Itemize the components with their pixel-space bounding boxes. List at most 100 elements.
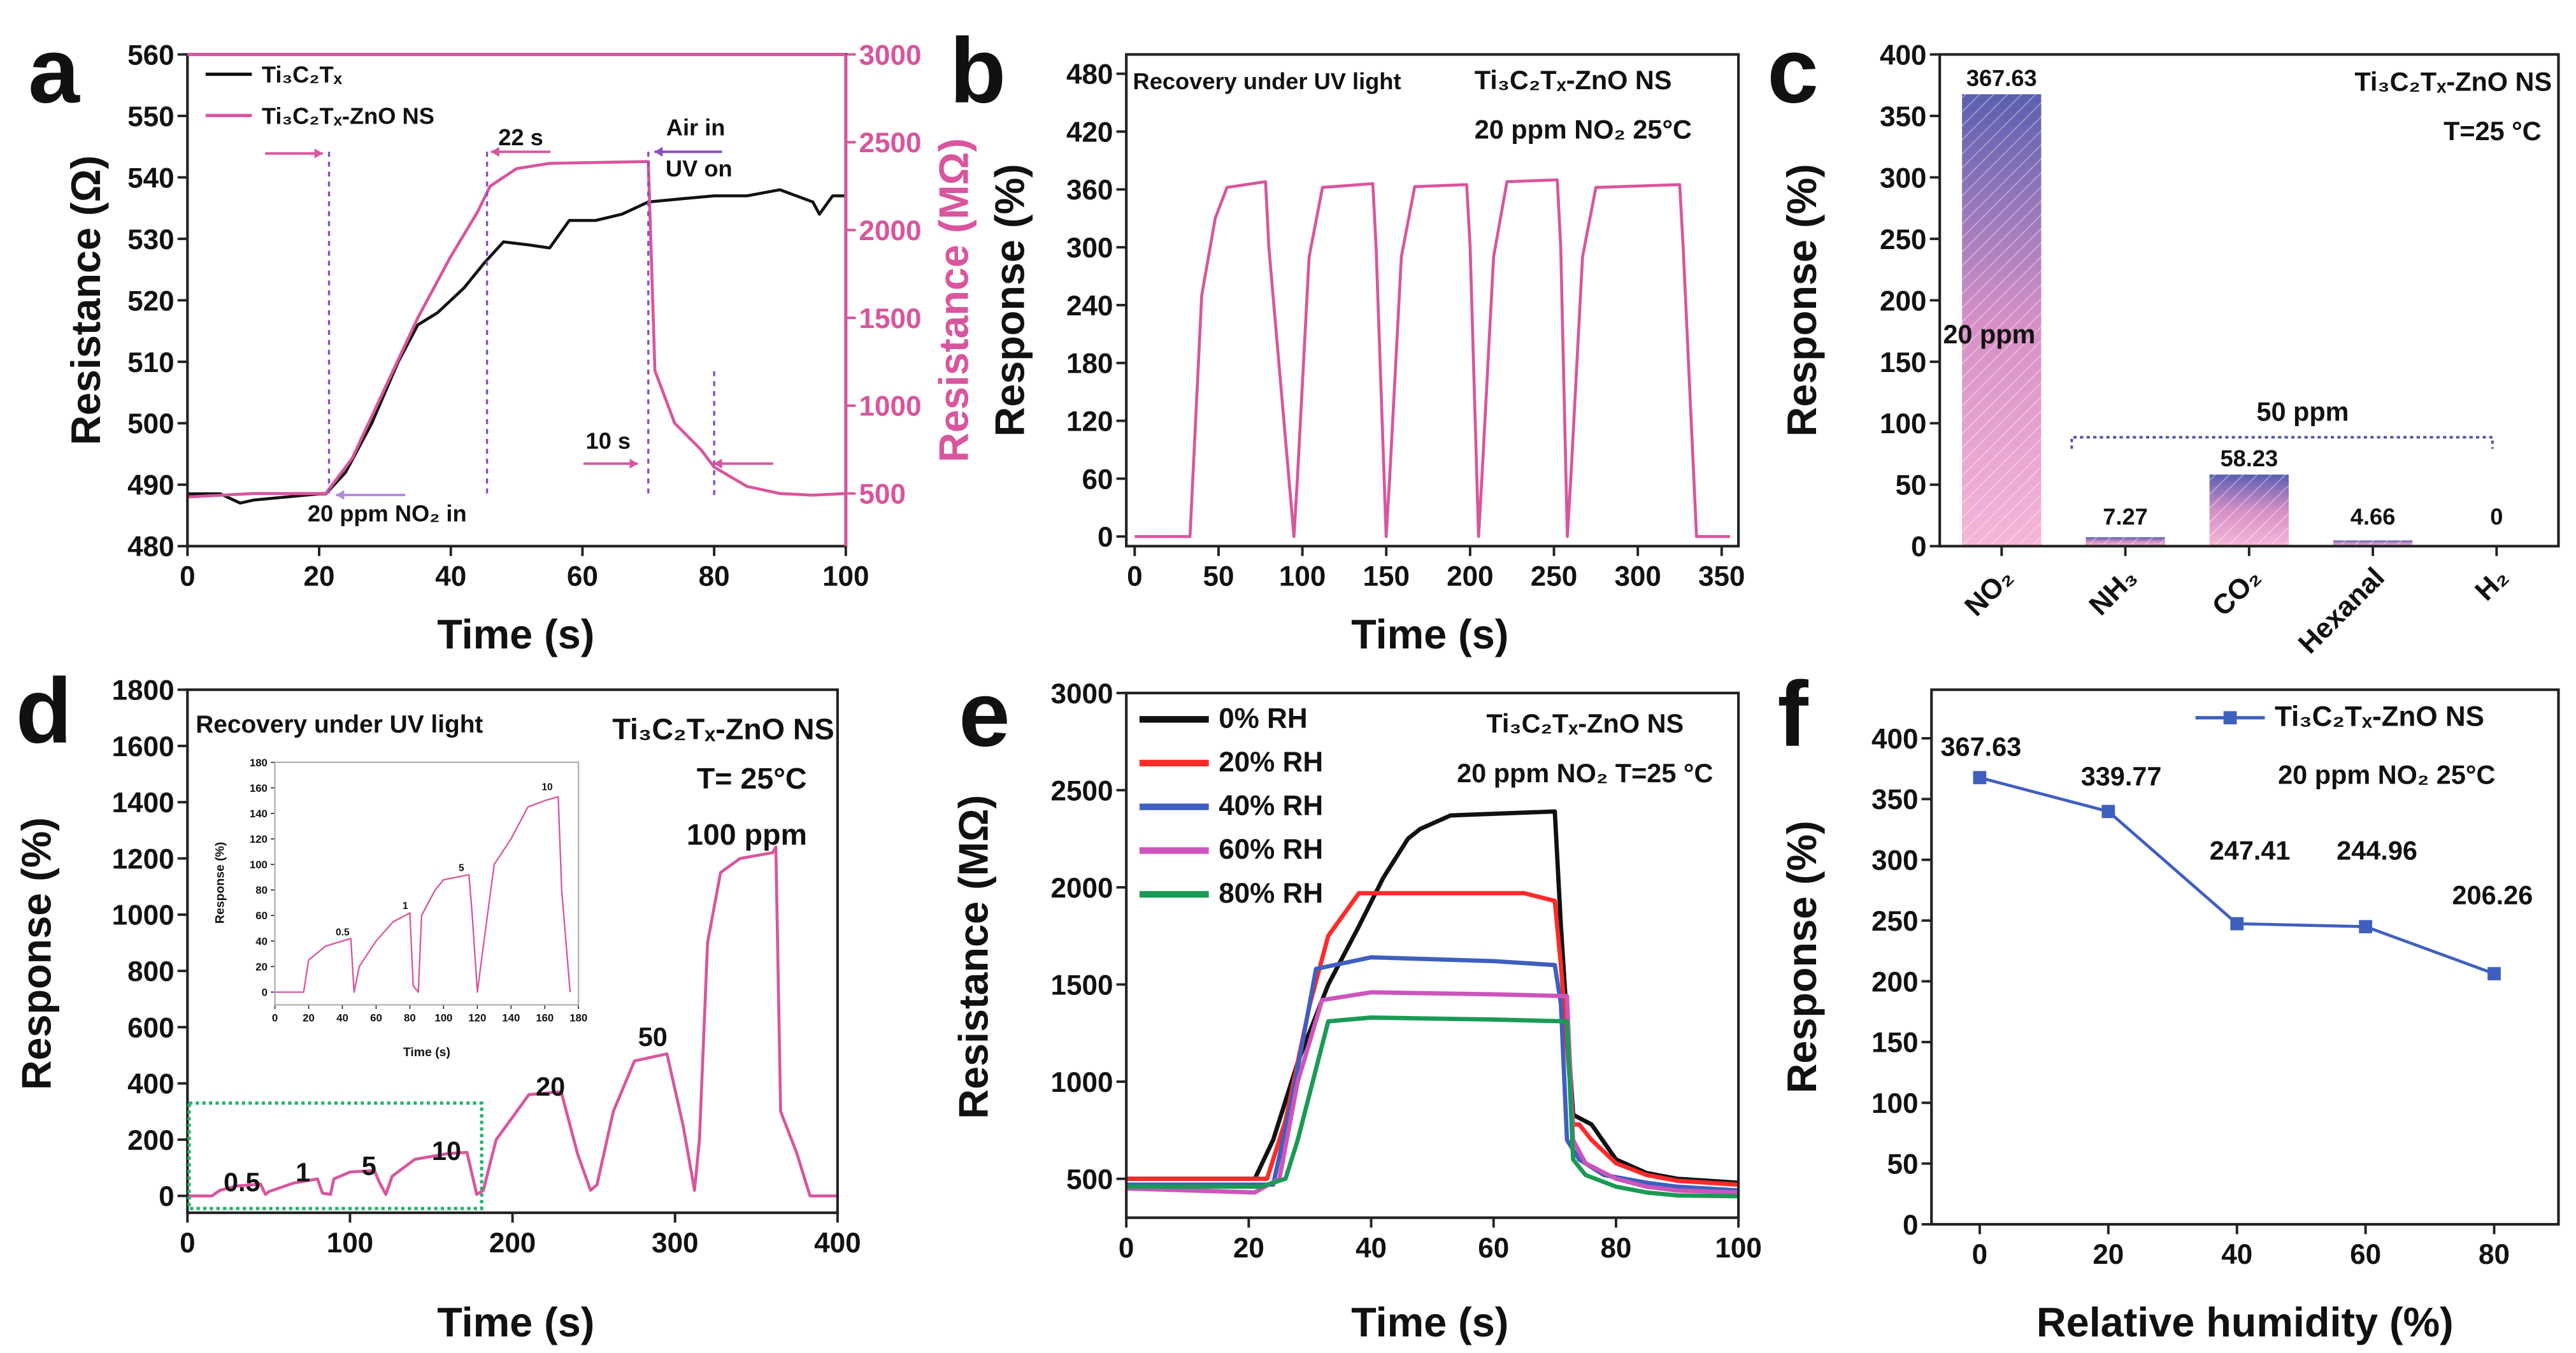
- bar-value-label: 0: [2490, 504, 2503, 530]
- y-tick-label: 120: [1066, 406, 1113, 437]
- x-tick-label: 100: [1715, 1233, 1761, 1264]
- y-tick-label: 360: [1066, 175, 1113, 206]
- annotation: 20 ppm NO₂ in: [308, 501, 467, 527]
- bar-value-label: 58.23: [2220, 445, 2278, 471]
- group-bracket: [2070, 436, 2494, 449]
- panel-c: c 0 50 100 150 200 250 300 350 400 367.63 NO₂ 7.27 NH…: [1767, 19, 2560, 660]
- y-tick-label: 160: [250, 782, 268, 794]
- panel-d-inset: 0 20 40 60 80 100 120 140 160 180 0 20 40 60 80 100 120 1…: [213, 757, 587, 1059]
- bar-value-label: 7.27: [2103, 504, 2148, 530]
- x-tick-label: 150: [1363, 561, 1410, 592]
- panel-a: a480490500510520530540550560500100015002…: [28, 19, 977, 657]
- y-tick-label: 140: [250, 808, 268, 820]
- data-label: 339.77: [2081, 761, 2162, 791]
- x-axis-label: Relative humidity (%): [2036, 1299, 2454, 1345]
- series-line: [187, 845, 838, 1198]
- series-line: [275, 796, 571, 993]
- bar-hatch: [2209, 475, 2289, 547]
- y-tick-label: 300: [1871, 845, 1918, 877]
- y-tick-label: 1600: [112, 731, 175, 762]
- x-tick-label: 20: [2093, 1239, 2124, 1270]
- plot-frame: [274, 761, 580, 1006]
- y-tick-label: 100: [1871, 1088, 1918, 1119]
- annotation: Air in: [666, 114, 726, 140]
- data-point: [2101, 805, 2115, 819]
- x-axis-label: Time (s): [1351, 1299, 1508, 1345]
- annotation: 20 ppm NO₂ 25°C: [1475, 115, 1692, 145]
- x-tick-label: 160: [536, 1012, 554, 1024]
- annotation: 22 s: [498, 124, 543, 150]
- y-tick-label: 120: [250, 833, 268, 845]
- x-axis-label: Time (s): [437, 1299, 594, 1345]
- annotation: 20 ppm NO₂ T=25 °C: [1457, 758, 1713, 788]
- y-tick-label: 1000: [112, 900, 175, 931]
- y-tick-label: 500: [1066, 1164, 1113, 1195]
- y-tick-label: 150: [1871, 1027, 1918, 1059]
- panel-e: e 500 1000 1500 2000 2500 3000 0 20 40 60 80 100 Resi…: [950, 662, 1762, 1345]
- x-axis-label: Time (s): [437, 611, 594, 657]
- x-tick-label: 120: [468, 1012, 486, 1024]
- y2-tick-label: 1500: [859, 303, 922, 334]
- y2-tick-label: 1000: [859, 391, 922, 422]
- annotation: Ti₃C₂Tₓ-ZnO NS: [1486, 708, 1684, 738]
- annotation: Ti₃C₂Tₓ-ZnO NS: [612, 712, 834, 745]
- x-tick-label: 0: [1119, 1233, 1134, 1264]
- data-label: 206.26: [2452, 880, 2533, 910]
- y-tick-label: 420: [1066, 117, 1113, 148]
- x-tick-label: 40: [435, 561, 466, 592]
- y-tick-label: 350: [1880, 101, 1926, 132]
- y-tick-label: 250: [1880, 224, 1926, 255]
- x-tick-label: 20: [303, 1012, 315, 1024]
- series-line: [1979, 776, 2495, 975]
- annotation: 20: [536, 1071, 565, 1101]
- y-tick-label: 1000: [1051, 1067, 1113, 1098]
- x-axis-label: Time (s): [1351, 611, 1508, 657]
- y-axis-label: Resistance (Ω): [62, 155, 109, 445]
- plot-frame: [1938, 53, 2560, 548]
- y-axis-label: Response (%): [1778, 820, 1825, 1093]
- y-tick-label: 0: [1911, 531, 1926, 562]
- x-tick-label: 100: [822, 561, 869, 592]
- y-tick-label: 400: [127, 1069, 174, 1100]
- annotation: 5: [459, 863, 464, 874]
- annotation: 100 ppm: [687, 818, 807, 851]
- panel-f: f 0 50 100 150 200 250 300 350 400 0 20 40 60 80 367.63…: [1777, 662, 2560, 1345]
- x-tick-label: 400: [814, 1228, 861, 1259]
- y-tick-label: 100: [1880, 408, 1926, 440]
- y2-tick-label: 500: [859, 479, 906, 510]
- y-tick-label: 80: [255, 884, 268, 896]
- arrow-head-icon: [629, 459, 638, 469]
- x-tick-label: 80: [2479, 1239, 2510, 1270]
- y2-tick-label: 2500: [859, 127, 922, 159]
- annotation: T=25 °C: [2444, 116, 2542, 146]
- data-label: 247.41: [2210, 836, 2291, 866]
- x-tick-label: 300: [652, 1228, 698, 1259]
- annotation: 50 ppm: [2256, 397, 2349, 427]
- arrow-head-icon: [490, 147, 499, 157]
- bar-value-label: 4.66: [2351, 504, 2396, 530]
- bar-value-label: 367.63: [1966, 65, 2037, 91]
- y-tick-label: 560: [127, 39, 174, 71]
- y-tick-label: 200: [1871, 966, 1918, 998]
- x-tick-label: 60: [567, 561, 598, 592]
- data-point: [2487, 967, 2501, 980]
- y-tick-label: 250: [1871, 906, 1918, 937]
- data-label: 367.63: [1941, 731, 2022, 761]
- x-tick-label: 250: [1531, 561, 1577, 592]
- y-tick-label: 200: [1880, 285, 1926, 317]
- panel-letter: d: [16, 659, 73, 762]
- y2-axis-label: Resistance (MΩ): [930, 138, 977, 462]
- y-tick-label: 20: [255, 961, 268, 973]
- annotation: Recovery under UV light: [1133, 68, 1401, 94]
- category-label: Hexanal: [2293, 562, 2391, 660]
- annotation: 20 ppm NO₂ 25°C: [2278, 759, 2495, 789]
- plot-frame: [1930, 688, 2560, 1226]
- y-axis-label: Response (%): [987, 164, 1033, 436]
- plot-frame: [1125, 53, 1740, 548]
- y-tick-label: 180: [1066, 348, 1113, 380]
- x-tick-label: 80: [699, 561, 730, 592]
- zoom-region-box: [187, 1101, 483, 1210]
- x-tick-label: 0: [180, 561, 195, 592]
- legend-label: Ti₃C₂Tₓ-ZnO NS: [262, 103, 434, 129]
